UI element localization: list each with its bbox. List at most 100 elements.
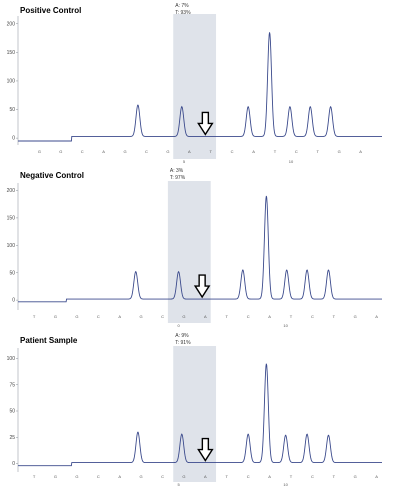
peak-point [135,271,136,272]
base-call: G [354,314,357,319]
peak-point [137,431,138,432]
peak-point [266,195,267,196]
base-call: G [182,314,185,319]
base-call: T [317,149,320,154]
y-tick-label: 100 [7,356,16,362]
base-call: C [311,314,314,319]
base-call: T [333,474,336,479]
base-call: T [290,314,293,319]
base-call: C [81,149,84,154]
peak-point [306,434,307,435]
base-call: T [33,474,36,479]
base-call: C [231,149,234,154]
y-tick-label: 200 [7,188,16,194]
allele-percentage: A: 3% [170,168,184,174]
base-call: A [252,149,255,154]
base-call: G [166,149,169,154]
position-label: 5 [177,482,180,487]
peak-point [306,269,307,270]
peak-point [328,435,329,436]
highlight-band [173,14,217,159]
highlight-band [167,181,211,323]
base-call: A [359,149,362,154]
peak-point [181,106,182,107]
y-tick-label: 150 [7,50,16,56]
base-call: A [204,474,207,479]
y-tick-label: 100 [7,243,16,249]
y-tick-label: 50 [9,270,15,276]
base-call: A [102,149,105,154]
peak-point [266,363,267,364]
base-call: G [140,314,143,319]
peak-point [286,269,287,270]
base-call: C [161,314,164,319]
base-call: C [97,474,100,479]
base-call: A [188,149,191,154]
peak-point [310,106,311,107]
peak-point [248,434,249,435]
base-call: G [54,314,57,319]
base-call: A [118,474,121,479]
base-call: G [59,149,62,154]
peak-point [328,269,329,270]
y-tick-label: 200 [7,21,16,27]
panel-title: Negative Control [20,171,84,180]
down-arrow-icon [197,437,214,462]
allele-percentage: A: 7% [175,3,189,9]
y-tick-label: 50 [9,409,15,415]
trace-line [18,32,382,142]
base-call: G [338,149,341,154]
allele-percentage: A: 9% [175,333,189,339]
base-call: C [247,314,250,319]
base-call: T [226,474,229,479]
base-call: G [140,474,143,479]
base-call: C [311,474,314,479]
peak-point [242,269,243,270]
base-call: A [268,474,271,479]
position-label: 10 [283,323,288,328]
panel-title: Positive Control [20,6,81,15]
down-arrow-icon [193,274,211,299]
panel-title: Patient Sample [20,336,78,345]
peak-point [269,32,270,33]
position-label: 5 [183,159,186,164]
base-call: C [161,474,164,479]
y-tick-label: 150 [7,215,16,221]
trace-line [18,363,382,467]
y-tick-label: 100 [7,79,16,85]
peak-point [181,434,182,435]
y-tick-label: 0 [12,136,15,142]
base-call: A [268,314,271,319]
allele-percentage: T: 91% [175,340,191,346]
base-call: G [75,474,78,479]
base-call: G [54,474,57,479]
panel-1: Positive Control A: 7%T: 93% 0 50 100 150 200 G… [7,3,382,164]
peak-point [330,106,331,107]
peak-point [137,104,138,105]
y-tick-label: 0 [12,461,15,467]
position-label: 10 [283,482,288,487]
y-tick-label: 50 [9,107,15,113]
base-call: T [274,149,277,154]
peak-point [178,271,179,272]
peak-point [248,106,249,107]
base-call: T [290,474,293,479]
base-call: T [333,314,336,319]
trace-line [18,195,382,303]
base-call: A [375,474,378,479]
base-call: T [226,314,229,319]
position-label: 0 [177,323,180,328]
base-call: T [209,149,212,154]
panel-2: Negative Control A: 3%T: 97%050100150200T… [7,168,382,328]
base-call: C [247,474,250,479]
base-call: A [204,314,207,319]
allele-percentage: T: 97% [170,175,186,181]
base-call: A [375,314,378,319]
panel-3: Patient Sample A: 9%T: 91% 0 25 50 75 100 T G G C A… [7,333,382,487]
base-call: G [123,149,126,154]
y-tick-label: 0 [12,298,15,304]
base-call: C [97,314,100,319]
base-call: T [33,314,36,319]
y-tick-label: 25 [9,435,15,441]
